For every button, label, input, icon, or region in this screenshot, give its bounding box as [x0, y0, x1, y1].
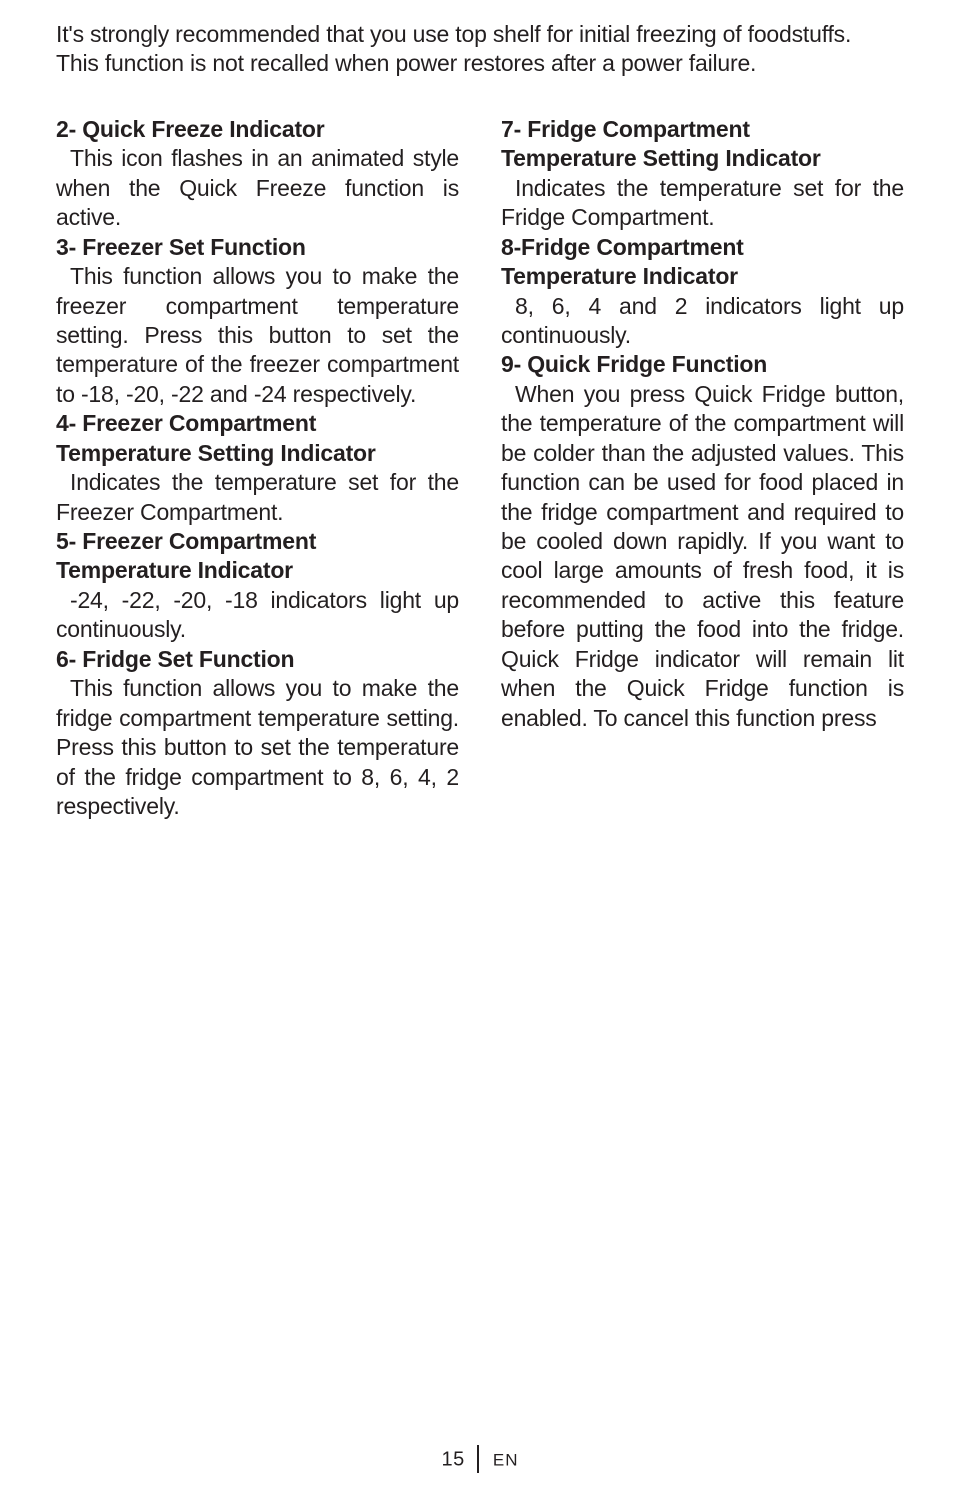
section-4: 4- Freezer Compartment Temperature Setti… [56, 409, 459, 527]
section-8-body: 8, 6, 4 and 2 indicators light up contin… [501, 293, 904, 348]
section-8-title-l1: 8-Fridge Compartment [501, 234, 744, 260]
footer-divider [477, 1445, 479, 1473]
section-4-title-l2: Temperature Setting Indicator [56, 440, 376, 466]
section-8-title-l2: Temperature Indicator [501, 263, 738, 289]
page-number: 15 [442, 1448, 465, 1470]
manual-page: It's strongly recommended that you use t… [0, 0, 960, 1498]
page-language: EN [493, 1450, 519, 1469]
page-footer: 15 EN [0, 1446, 960, 1474]
section-6-body: This function allows you to make the fri… [56, 675, 459, 819]
section-6: 6- Fridge Set Function This function all… [56, 645, 459, 822]
section-5-title-l2: Temperature Indicator [56, 557, 293, 583]
two-column-layout: 2- Quick Freeze Indicator This icon flas… [56, 115, 904, 822]
section-4-body: Indicates the temperature set for the Fr… [56, 469, 459, 524]
section-2: 2- Quick Freeze Indicator This icon flas… [56, 115, 459, 233]
intro-block: It's strongly recommended that you use t… [56, 20, 904, 79]
section-9-title: 9- Quick Fridge Function [501, 351, 767, 377]
section-9: 9- Quick Fridge Function When you press … [501, 350, 904, 733]
section-6-title: 6- Fridge Set Function [56, 646, 294, 672]
section-3-body: This function allows you to make the fre… [56, 263, 459, 407]
section-5: 5- Freezer Compartment Temperature Indic… [56, 527, 459, 645]
section-7: 7- Fridge Compartment Temperature Settin… [501, 115, 904, 233]
section-4-title-l1: 4- Freezer Compartment [56, 410, 316, 436]
section-7-title-l2: Temperature Setting Indicator [501, 145, 821, 171]
right-column: 7- Fridge Compartment Temperature Settin… [501, 115, 904, 822]
section-9-body: When you press Quick Fridge button, the … [501, 381, 904, 731]
section-5-title-l1: 5- Freezer Compartment [56, 528, 316, 554]
section-7-title-l1: 7- Fridge Compartment [501, 116, 750, 142]
section-3: 3- Freezer Set Function This function al… [56, 233, 459, 410]
intro-line-2: This function is not recalled when power… [56, 50, 756, 76]
section-2-title: 2- Quick Freeze Indicator [56, 116, 325, 142]
section-3-title: 3- Freezer Set Function [56, 234, 306, 260]
section-5-body: -24, -22, -20, -18 indicators light up c… [56, 587, 459, 642]
section-8: 8-Fridge Compartment Temperature Indicat… [501, 233, 904, 351]
intro-line-1: It's strongly recommended that you use t… [56, 21, 851, 47]
section-7-body: Indicates the temperature set for the Fr… [501, 175, 904, 230]
section-2-body: This icon flashes in an animated style w… [56, 145, 459, 230]
left-column: 2- Quick Freeze Indicator This icon flas… [56, 115, 459, 822]
